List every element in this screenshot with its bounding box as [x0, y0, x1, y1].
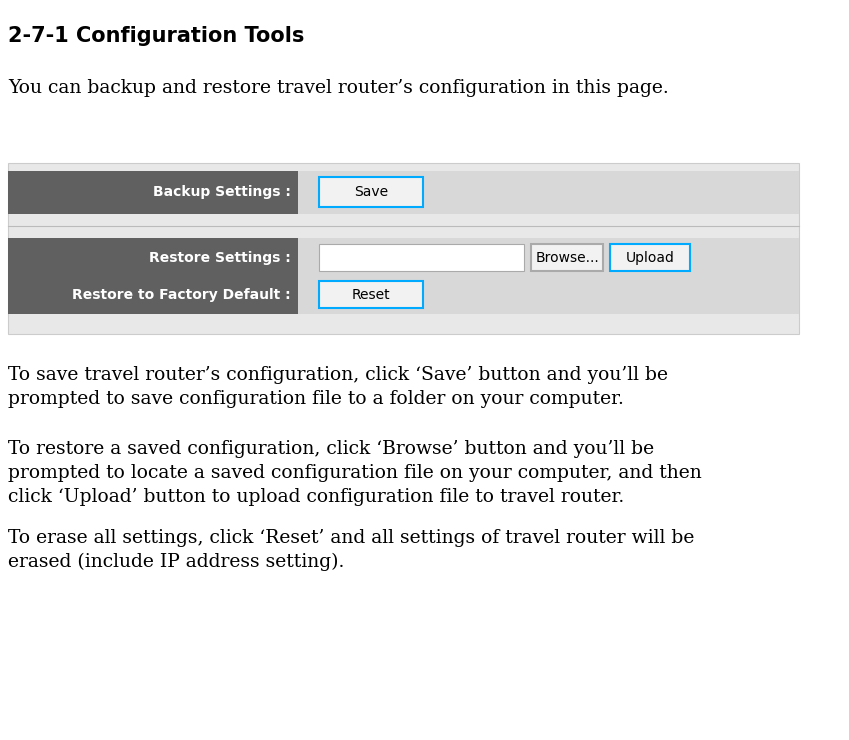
Bar — [318, 244, 525, 271]
Bar — [299, 171, 799, 214]
Bar — [8, 171, 299, 214]
Text: To save travel router’s configuration, click ‘Save’ button and you’ll be
prompte: To save travel router’s configuration, c… — [8, 366, 668, 408]
Bar — [531, 244, 604, 271]
Bar — [8, 275, 299, 314]
Text: 2-7-1 Configuration Tools: 2-7-1 Configuration Tools — [8, 26, 305, 46]
Bar — [299, 275, 799, 314]
Bar — [318, 178, 424, 207]
Text: Browse...: Browse... — [535, 251, 599, 264]
Text: Restore to Factory Default :: Restore to Factory Default : — [72, 288, 290, 301]
Bar — [8, 238, 299, 277]
Bar — [299, 238, 799, 277]
Text: To erase all settings, click ‘Reset’ and all settings of travel router will be
e: To erase all settings, click ‘Reset’ and… — [8, 529, 694, 571]
Text: You can backup and restore travel router’s configuration in this page.: You can backup and restore travel router… — [8, 79, 669, 97]
Text: To restore a saved configuration, click ‘Browse’ button and you’ll be
prompted t: To restore a saved configuration, click … — [8, 440, 702, 505]
Text: Upload: Upload — [626, 251, 675, 264]
Bar — [318, 281, 424, 308]
Bar — [8, 163, 799, 334]
Bar — [610, 244, 690, 271]
Text: Save: Save — [354, 186, 388, 199]
Text: Reset: Reset — [351, 288, 391, 301]
Text: Restore Settings :: Restore Settings : — [149, 251, 290, 264]
Text: Backup Settings :: Backup Settings : — [153, 186, 290, 199]
